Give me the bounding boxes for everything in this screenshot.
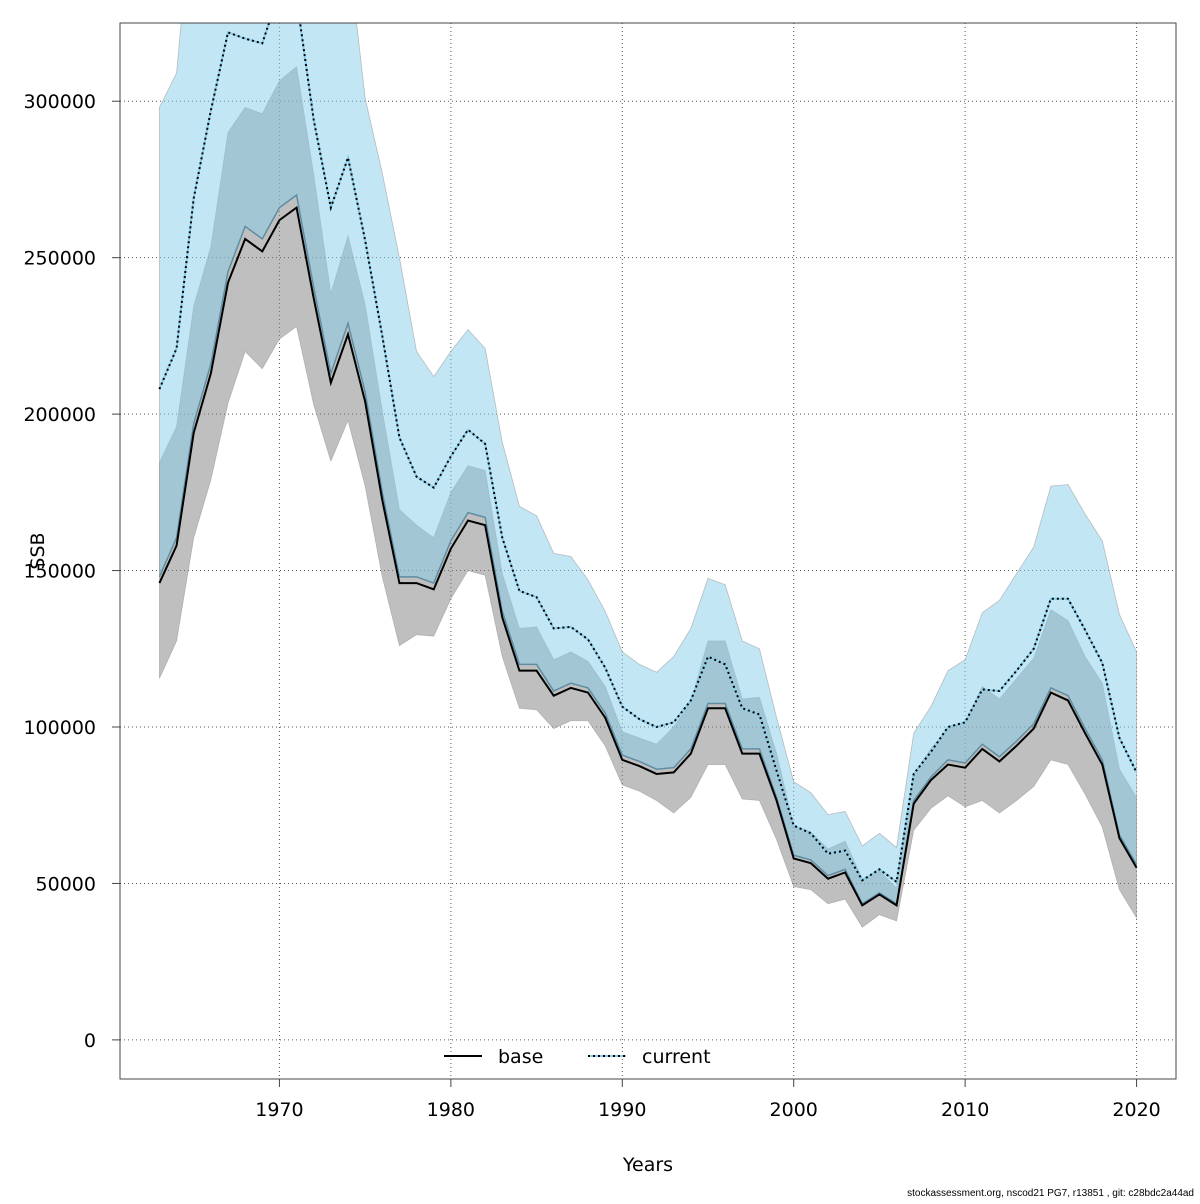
series-line-base xyxy=(158,205,1138,908)
series-line-current xyxy=(158,23,1138,884)
x-tick-label: 1990 xyxy=(598,1099,646,1121)
y-tick-label: 150000 xyxy=(23,561,96,583)
x-tick-label: 1980 xyxy=(427,1099,475,1121)
y-tick-label: 0 xyxy=(84,1030,96,1052)
x-tick-label: 2020 xyxy=(1112,1099,1160,1121)
legend: base current xyxy=(444,1046,711,1068)
ci-lower-line-current xyxy=(158,193,1138,906)
y-tick-label: 250000 xyxy=(23,248,96,270)
x-tick-label: 1970 xyxy=(255,1099,303,1121)
x-tick-label: 2010 xyxy=(941,1099,989,1121)
y-tick-label: 100000 xyxy=(23,717,96,739)
footer-credit: stockassessment.org, nscod21 PG7, r13851… xyxy=(907,1188,1194,1199)
legend-label-current: current xyxy=(642,1046,711,1068)
confidence-bands xyxy=(159,23,1137,928)
y-tick-label: 300000 xyxy=(23,91,96,113)
y-tick-label: 200000 xyxy=(23,404,96,426)
legend-label-base: base xyxy=(498,1046,543,1068)
y-axis-label: SSB xyxy=(27,532,49,569)
x-axis-label: Years xyxy=(622,1154,673,1176)
series-lines xyxy=(158,23,1138,908)
x-axis: 1970 1980 1990 2000 2010 2020 xyxy=(255,1079,1161,1121)
plot-frame xyxy=(119,22,1177,1080)
x-tick-label: 2000 xyxy=(770,1099,818,1121)
y-tick-label: 50000 xyxy=(36,873,96,895)
y-axis: 0 50000 100000 150000 200000 250000 300000 xyxy=(23,91,120,1052)
